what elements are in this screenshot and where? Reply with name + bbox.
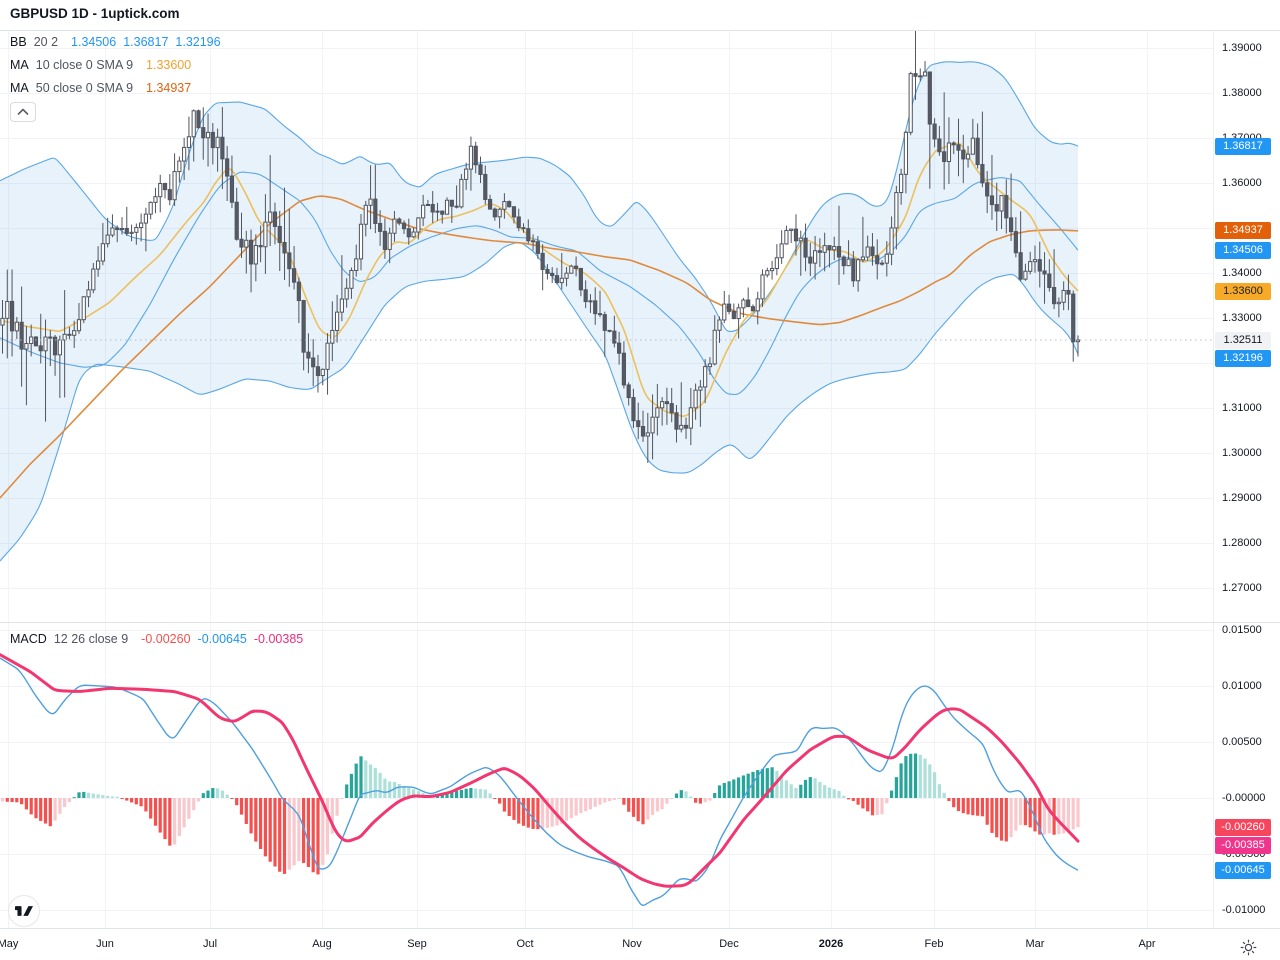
time-axis-tick-label: Jul	[202, 938, 218, 950]
time-axis-tick-label: Oct	[516, 938, 534, 950]
macd-axis-label: -0.01000	[1222, 904, 1266, 916]
macd-axis-label: -0.00000	[1222, 792, 1266, 804]
time-axis-tick-label: Aug	[312, 938, 332, 950]
macd-signal-badge: -0.00385	[1215, 836, 1271, 854]
time-axis-tick-label: 2026	[818, 938, 844, 950]
price-axis-label: 1.39000	[1222, 42, 1262, 54]
ma10-line	[0, 142, 1079, 417]
indicator-params: 50 close 0 SMA 9	[35, 81, 134, 95]
indicator-params: 20 2	[33, 35, 59, 49]
indicator-params: 10 close 0 SMA 9	[35, 58, 134, 72]
indicator-name: MA	[10, 58, 29, 72]
price-axis-label: 1.30000	[1222, 447, 1262, 459]
time-axis-tick-label: Mar	[1025, 938, 1045, 950]
bb-upper-line	[0, 61, 1079, 332]
time-axis-tick-label: Apr	[1138, 938, 1156, 950]
indicator-name: MACD	[10, 632, 47, 646]
bb-basis-badge: 1.34506	[1215, 241, 1271, 259]
bb-lower-value: 1.32196	[175, 35, 221, 49]
macd-line-badge: -0.00645	[1215, 861, 1271, 879]
macd-hist-badge: -0.00260	[1215, 818, 1271, 836]
bb-upper-value: 1.36817	[123, 35, 169, 49]
macd-signal-line	[0, 653, 1080, 888]
price-axis-label: 1.27000	[1222, 582, 1262, 594]
price-axis-label: 1.36000	[1222, 177, 1262, 189]
macd-line-value: -0.00645	[197, 632, 247, 646]
chevron-up-icon	[17, 108, 29, 115]
macd-hist-value: -0.00260	[141, 632, 191, 646]
time-axis-tick-label: May	[0, 938, 19, 950]
sun-icon	[1240, 939, 1256, 955]
symbol-title: GBPUSD 1D - 1uptick.com	[10, 6, 180, 21]
legend-row-ma50[interactable]: MA 50 close 0 SMA 9 1.34937	[10, 79, 191, 97]
ma50-badge: 1.34937	[1215, 222, 1271, 240]
ma10-badge: 1.33600	[1215, 282, 1271, 300]
macd-histogram	[0, 753, 1080, 875]
indicator-name: BB	[10, 35, 27, 49]
macd-line	[0, 657, 1079, 907]
macd-signal-value: -0.00385	[253, 632, 304, 646]
price-axis-label: 1.34000	[1222, 267, 1262, 279]
collapse-legend-button[interactable]	[10, 102, 36, 122]
time-axis-tick-label: Jun	[96, 938, 114, 950]
bb-lower-badge: 1.32196	[1215, 349, 1271, 367]
price-axis-label: 1.38000	[1222, 87, 1262, 99]
legend-row-macd[interactable]: MACD 12 26 close 9 -0.00260 -0.00645 -0.…	[10, 630, 303, 648]
theme-toggle-button[interactable]	[1238, 937, 1258, 957]
ma50-value: 1.34937	[146, 81, 192, 95]
indicator-params: 12 26 close 9	[53, 632, 129, 646]
bb-upper-badge: 1.36817	[1215, 137, 1271, 155]
indicator-name: MA	[10, 81, 29, 95]
macd-axis-label: 0.01000	[1222, 680, 1262, 692]
last-price-badge: 1.32511	[1215, 331, 1271, 349]
time-axis-tick-label: Nov	[622, 938, 642, 950]
price-axis-label: 1.29000	[1222, 492, 1262, 504]
time-axis-tick-label: Dec	[719, 938, 739, 950]
bb-basis-value: 1.34506	[71, 35, 117, 49]
bb-lower-line	[0, 242, 1079, 562]
time-axis-tick-label: Sep	[407, 938, 427, 950]
price-axis-label: 1.28000	[1222, 537, 1262, 549]
macd-axis-label: 0.00500	[1222, 736, 1262, 748]
candles	[0, 31, 1081, 463]
macd-axis-label: 0.01500	[1222, 624, 1262, 636]
price-axis-label: 1.31000	[1222, 402, 1262, 414]
time-axis-tick-label: Feb	[924, 938, 944, 950]
bb-basis-line	[0, 171, 1079, 396]
ma10-value: 1.33600	[146, 58, 192, 72]
legend-row-ma10[interactable]: MA 10 close 0 SMA 9 1.33600	[10, 56, 191, 74]
legend-row-bb[interactable]: BB 20 2 1.34506 1.36817 1.32196	[10, 33, 221, 51]
tradingview-logo[interactable]	[8, 895, 40, 927]
tradingview-icon	[15, 906, 33, 916]
bb-band-fill	[0, 61, 1078, 562]
price-axis-label: 1.33000	[1222, 312, 1262, 324]
